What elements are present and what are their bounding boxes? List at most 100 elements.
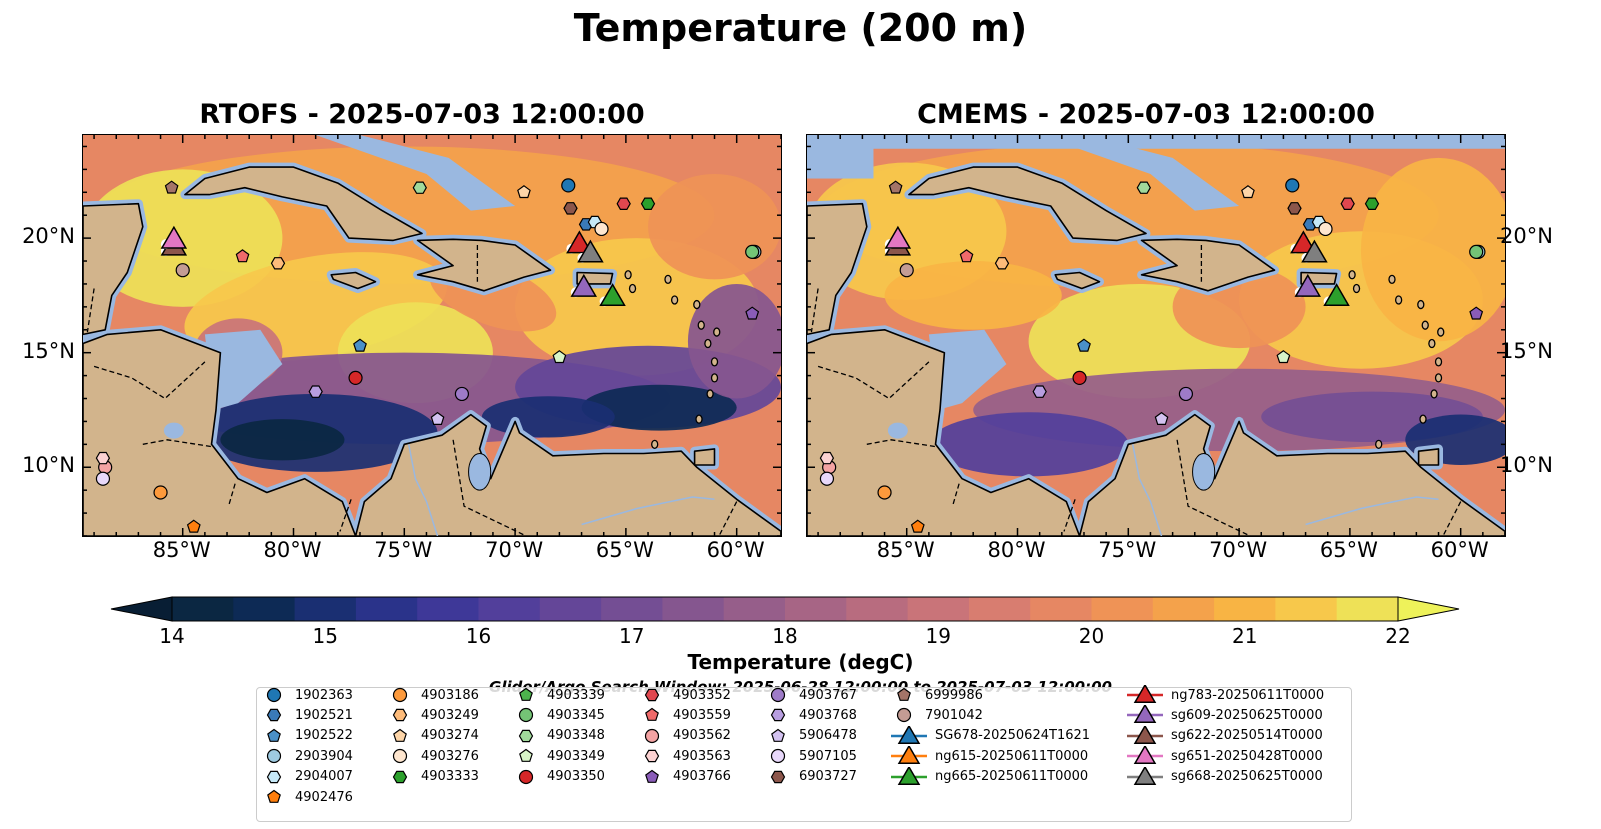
legend-label: 2903904 — [295, 748, 353, 764]
float-marker-4903186 — [877, 485, 892, 500]
legend-label: 4902476 — [295, 789, 353, 805]
lat-tick-label-left: 15°N — [22, 338, 75, 363]
colorbar-segment — [968, 597, 1031, 621]
colorbar-tick-label: 22 — [1385, 624, 1411, 648]
legend-glider-marker — [897, 766, 921, 785]
legend-item: 2904007 — [261, 767, 353, 787]
float-marker-4903766 — [745, 306, 760, 320]
legend-float-marker — [519, 687, 533, 701]
float-marker-7901042 — [175, 263, 190, 278]
lat-tick-label-left: 20°N — [22, 224, 75, 249]
legend-label: 4903563 — [673, 748, 731, 764]
legend-item: 2903904 — [261, 746, 353, 766]
legend-float-marker — [266, 687, 282, 703]
lon-tick-label: 75°W — [374, 538, 433, 562]
float-marker-4903350 — [348, 370, 363, 385]
lat-tick-label-right: 20°N — [1500, 224, 1553, 249]
legend-marker-icon — [891, 746, 927, 765]
float-marker-4903767 — [454, 386, 470, 402]
colorbar-tick-label: 16 — [465, 624, 492, 648]
legend-marker-icon — [266, 709, 282, 722]
legend-label: 4903767 — [799, 687, 857, 703]
colorbar-segment — [907, 597, 970, 621]
colorbar-segment — [785, 597, 847, 621]
lon-tick-label: 80°W — [263, 538, 322, 562]
legend-item: 7901042 — [891, 705, 983, 725]
colorbar-segment — [1152, 597, 1215, 621]
lon-tick-label: 65°W — [595, 538, 654, 562]
legend-item: 4903350 — [513, 767, 605, 787]
legend-item: 6999986 — [891, 685, 983, 705]
legend-item: 4903768 — [765, 705, 857, 725]
legend-glider-marker — [1133, 685, 1157, 704]
colorbar-tick-label: 20 — [1078, 624, 1105, 648]
legend-label: 4903249 — [421, 707, 479, 723]
legend: 1902363 1902521 1902522 2903904 2904007 49024… — [256, 685, 1352, 822]
legend-item: 4903339 — [513, 685, 605, 705]
lon-tick-label: 60°W — [1430, 538, 1489, 562]
float-marker-4903345 — [1469, 244, 1484, 259]
float-marker-1902522 — [1077, 338, 1091, 352]
legend-marker-icon — [267, 789, 281, 803]
legend-item: 6903727 — [765, 767, 857, 787]
colorbar-tick-label: 14 — [159, 624, 185, 648]
legend-glider-marker — [1133, 725, 1157, 744]
float-marker-4903349 — [552, 350, 567, 364]
colorbar-segment — [846, 597, 909, 621]
colorbar-segment — [233, 597, 296, 621]
panel-title-cmems: CMEMS - 2025-07-03 12:00:00 — [917, 99, 1375, 130]
legend-item: 4903345 — [513, 705, 605, 725]
legend-item: 4903767 — [765, 685, 857, 705]
legend-item: 4903559 — [639, 705, 731, 725]
legend-float-marker — [518, 769, 534, 784]
legend-label: 4903345 — [547, 707, 605, 723]
legend-item: sg668-20250625T0000 — [1127, 766, 1323, 787]
float-marker-4903563 — [819, 451, 835, 465]
legend-marker-icon — [519, 687, 533, 701]
colorbar-extend-high — [1397, 596, 1460, 622]
legend-float-marker — [896, 708, 912, 723]
glider-marker-sg668-20250625T0000 — [1301, 239, 1328, 263]
float-marker-6903727 — [1287, 202, 1302, 215]
legend-marker-icon — [1127, 746, 1163, 765]
float-marker-1902363 — [1285, 178, 1300, 193]
float-marker-4903276 — [1318, 221, 1333, 237]
lon-tick-label: 70°W — [1209, 538, 1268, 562]
legend-marker-icon — [518, 769, 534, 784]
colorbar-tick-label: 21 — [1232, 624, 1258, 648]
float-marker-4902476 — [186, 519, 201, 533]
legend-label: 6999986 — [925, 687, 983, 703]
glider-marker-sg668-20250625T0000 — [577, 239, 604, 263]
legend-label: 4903768 — [799, 707, 857, 723]
legend-glider-marker — [1133, 705, 1157, 724]
legend-item: 4903274 — [387, 726, 479, 746]
lon-tick-label: 85°W — [876, 538, 935, 562]
float-marker-6903727 — [563, 202, 578, 215]
colorbar-tick-label: 15 — [312, 624, 338, 648]
map-panel-cmems[interactable] — [806, 134, 1506, 537]
lon-tick-label: 75°W — [1098, 538, 1157, 562]
legend-item: ng615-20250611T0000 — [891, 746, 1088, 766]
legend-float-marker — [770, 749, 786, 764]
legend-marker-icon — [392, 770, 408, 783]
legend-item: 1902521 — [261, 705, 353, 725]
legend-marker-icon — [771, 728, 785, 742]
legend-glider-marker — [1133, 766, 1157, 785]
legend-marker-icon — [392, 687, 408, 703]
map-panel-rtofs[interactable] — [82, 134, 782, 537]
legend-float-marker — [266, 749, 282, 764]
legend-label: 4903186 — [421, 687, 479, 703]
colorbar-segment — [539, 597, 602, 621]
float-marker-4903276 — [594, 221, 609, 237]
legend-marker-icon — [519, 748, 533, 763]
legend-marker-icon — [1127, 725, 1163, 744]
legend-label: 1902521 — [295, 707, 353, 723]
legend-float-marker — [392, 709, 408, 722]
legend-label: 1902363 — [295, 687, 353, 703]
float-marker-4903186 — [153, 485, 168, 500]
legend-label: sg622-20250514T0000 — [1171, 728, 1323, 744]
float-marker-4903766 — [1469, 306, 1484, 320]
legend-marker-icon — [1127, 685, 1163, 704]
colorbar-extend-low — [110, 596, 173, 622]
legend-marker-icon — [770, 709, 786, 722]
